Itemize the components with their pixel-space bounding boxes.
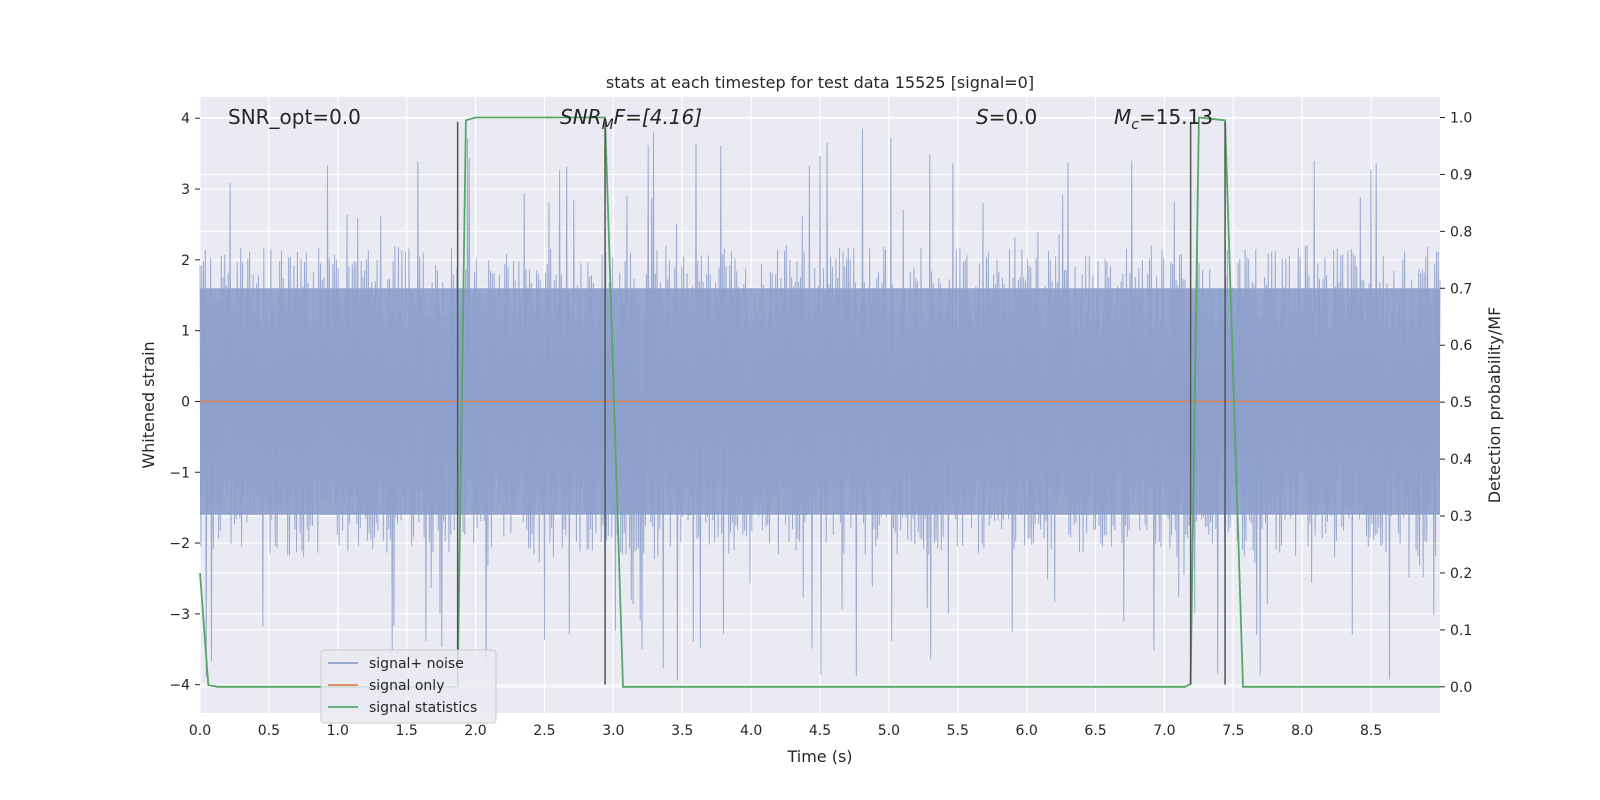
annotation-snr-mf-main: SNR: [560, 105, 602, 129]
y-tick-label: 2: [181, 253, 190, 269]
y-tick-label: 0: [181, 394, 190, 410]
annotation-mc-sub: c: [1131, 117, 1139, 133]
annotation-snr-mf-sub: M: [602, 117, 614, 133]
x-tick-label: 7.5: [1222, 723, 1244, 739]
x-axis-label: Time (s): [786, 747, 852, 766]
x-tick-label: 0.5: [258, 723, 280, 739]
x-axis-ticks: 0.0 0.5 1.0 1.5 2.0 2.5 3.0 3.5 4.0 4.5 5.0 5.5 6.0 6…: [189, 723, 1382, 739]
x-tick-label: 1.5: [396, 723, 418, 739]
y-tick-label: −3: [169, 607, 190, 623]
line-series: [199, 116, 1440, 688]
chart-title: stats at each timestep for test data 155…: [606, 73, 1034, 92]
y-tick-label: −4: [169, 678, 190, 694]
vertical-markers: [456, 121, 1226, 685]
annotation-snr-mf: SNRMF=[4.16]: [560, 105, 702, 133]
y2-tick-label: 0.4: [1450, 452, 1472, 468]
y2-tick-label: 0.2: [1450, 566, 1472, 582]
x-tick-label: 2.5: [533, 723, 555, 739]
x-tick-label: 5.0: [878, 723, 900, 739]
legend: signal+ noise signal only signal statist…: [320, 649, 497, 724]
annotation-mc-main: M: [1114, 105, 1131, 129]
annotation-snr-mf-rest: F=[4.16]: [614, 105, 702, 129]
signal-statistics-line: [199, 116, 1440, 688]
y-tick-label: −2: [169, 536, 190, 552]
y-axis-ticks: 4 3 2 1 0 −1 −2 −3 −4: [169, 111, 200, 694]
annotation-s-main: S: [976, 105, 989, 129]
legend-label-signal-statistics: signal statistics: [369, 700, 477, 716]
y2-tick-label: 0.7: [1450, 281, 1472, 297]
annotation-mc: Mc=15.13: [1114, 105, 1213, 133]
x-tick-label: 6.0: [1016, 723, 1038, 739]
annotation-s-rest: =0.0: [989, 105, 1038, 129]
x-tick-label: 3.0: [602, 723, 624, 739]
x-tick-label: 4.5: [809, 723, 831, 739]
x-tick-label: 5.5: [947, 723, 969, 739]
x-tick-label: 2.0: [464, 723, 486, 739]
annotation-s: S=0.0: [976, 105, 1037, 129]
legend-label-signal-noise: signal+ noise: [369, 656, 464, 672]
annotation-snr-opt: SNR_opt=0.0: [228, 105, 361, 129]
y2-tick-label: 0.8: [1450, 224, 1472, 240]
y2-tick-label: 0.6: [1450, 338, 1472, 354]
signal-noise-line: [199, 128, 1441, 681]
x-tick-label: 6.5: [1084, 723, 1106, 739]
x-tick-label: 8.0: [1291, 723, 1313, 739]
y-tick-label: −1: [169, 465, 190, 481]
y2-tick-label: 1.0: [1450, 110, 1472, 126]
x-tick-label: 0.0: [189, 723, 211, 739]
x-tick-label: 1.0: [327, 723, 349, 739]
y2-axis-ticks: 1.0 0.9 0.8 0.7 0.6 0.5 0.4 0.3 0.2 0.1 0.0: [1440, 110, 1472, 696]
y2-tick-label: 0.9: [1450, 167, 1472, 183]
x-tick-label: 8.5: [1360, 723, 1382, 739]
y2-tick-label: 0.1: [1450, 623, 1472, 639]
x-tick-label: 7.0: [1153, 723, 1175, 739]
y2-axis-label: Detection probability/MF: [1485, 307, 1504, 504]
y-tick-label: 3: [181, 182, 190, 198]
x-tick-label: 4.0: [740, 723, 762, 739]
y2-tick-label: 0.0: [1450, 680, 1472, 696]
y-tick-label: 1: [181, 324, 190, 340]
annotation-mc-rest: =15.13: [1139, 105, 1213, 129]
y2-tick-label: 0.5: [1450, 395, 1472, 411]
legend-label-signal-only: signal only: [369, 678, 444, 694]
y-axis-label: Whitened strain: [139, 341, 158, 468]
y2-tick-label: 0.3: [1450, 509, 1472, 525]
y-tick-label: 4: [181, 111, 190, 127]
legend-box: [320, 649, 497, 724]
x-tick-label: 3.5: [671, 723, 693, 739]
